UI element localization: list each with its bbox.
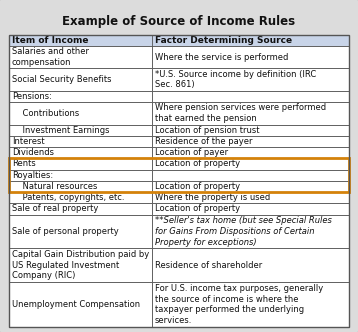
Text: Factor Determining Source: Factor Determining Source: [155, 36, 292, 45]
Bar: [9, 35, 349, 46]
Text: Where the service is performed: Where the service is performed: [155, 53, 288, 62]
Text: Salaries and other
compensation: Salaries and other compensation: [12, 47, 89, 67]
Text: Rents: Rents: [12, 159, 35, 168]
Text: Residence of shareholder: Residence of shareholder: [155, 261, 262, 270]
Text: Item of Income: Item of Income: [12, 36, 88, 45]
Bar: [152, 203, 349, 214]
Bar: [152, 46, 349, 68]
Bar: [152, 158, 349, 170]
Text: Unemployment Compensation: Unemployment Compensation: [12, 300, 140, 309]
Bar: [152, 68, 349, 91]
Bar: [9, 170, 152, 181]
Bar: [9, 158, 349, 192]
Text: Capital Gain Distribution paid by
US Regulated Investment
Company (RIC): Capital Gain Distribution paid by US Reg…: [12, 250, 149, 281]
Bar: [9, 35, 349, 327]
Text: Investment Earnings: Investment Earnings: [12, 126, 109, 135]
Text: Social Security Benefits: Social Security Benefits: [12, 75, 111, 84]
Text: Interest: Interest: [12, 137, 44, 146]
Bar: [9, 68, 152, 91]
Bar: [9, 124, 152, 136]
Bar: [152, 170, 349, 181]
Bar: [152, 181, 349, 192]
Text: Dividends: Dividends: [12, 148, 54, 157]
Text: Natural resources: Natural resources: [12, 182, 97, 191]
Bar: [152, 124, 349, 136]
Bar: [152, 91, 349, 102]
Text: Where the property is used: Where the property is used: [155, 193, 270, 202]
Bar: [9, 158, 152, 170]
Text: **Seller's tax home (but see Special Rules
for Gains From Dispositions of Certai: **Seller's tax home (but see Special Rul…: [155, 216, 332, 247]
Bar: [9, 46, 152, 68]
Bar: [152, 248, 349, 282]
Text: Where pension services were performed
that earned the pension: Where pension services were performed th…: [155, 104, 326, 123]
Bar: [152, 192, 349, 203]
Bar: [152, 147, 349, 158]
Bar: [9, 91, 152, 102]
Bar: [9, 203, 152, 214]
Bar: [9, 248, 152, 282]
Text: Sale of real property: Sale of real property: [12, 205, 98, 213]
Text: Location of pension trust: Location of pension trust: [155, 126, 259, 135]
Bar: [9, 214, 152, 248]
Bar: [152, 102, 349, 124]
Bar: [9, 192, 152, 203]
Bar: [9, 181, 152, 192]
Text: Location of property: Location of property: [155, 182, 240, 191]
Bar: [152, 282, 349, 327]
Text: Location of property: Location of property: [155, 205, 240, 213]
Bar: [9, 147, 152, 158]
Text: Pensions:: Pensions:: [12, 92, 52, 101]
Bar: [9, 102, 152, 124]
Text: Example of Source of Income Rules: Example of Source of Income Rules: [62, 15, 296, 28]
Text: *U.S. Source income by definition (IRC
Sec. 861): *U.S. Source income by definition (IRC S…: [155, 70, 316, 90]
Bar: [9, 282, 152, 327]
Bar: [9, 136, 152, 147]
Bar: [152, 214, 349, 248]
Text: Sale of personal property: Sale of personal property: [12, 227, 118, 236]
Text: Location of payer: Location of payer: [155, 148, 228, 157]
Bar: [152, 136, 349, 147]
Text: Patents, copyrights, etc.: Patents, copyrights, etc.: [12, 193, 124, 202]
Text: Royalties:: Royalties:: [12, 171, 53, 180]
Text: Residence of the payer: Residence of the payer: [155, 137, 252, 146]
Text: For U.S. income tax purposes, generally
the source of income is where the
taxpay: For U.S. income tax purposes, generally …: [155, 284, 323, 325]
Text: Location of property: Location of property: [155, 159, 240, 168]
Text: Contributions: Contributions: [12, 109, 79, 118]
